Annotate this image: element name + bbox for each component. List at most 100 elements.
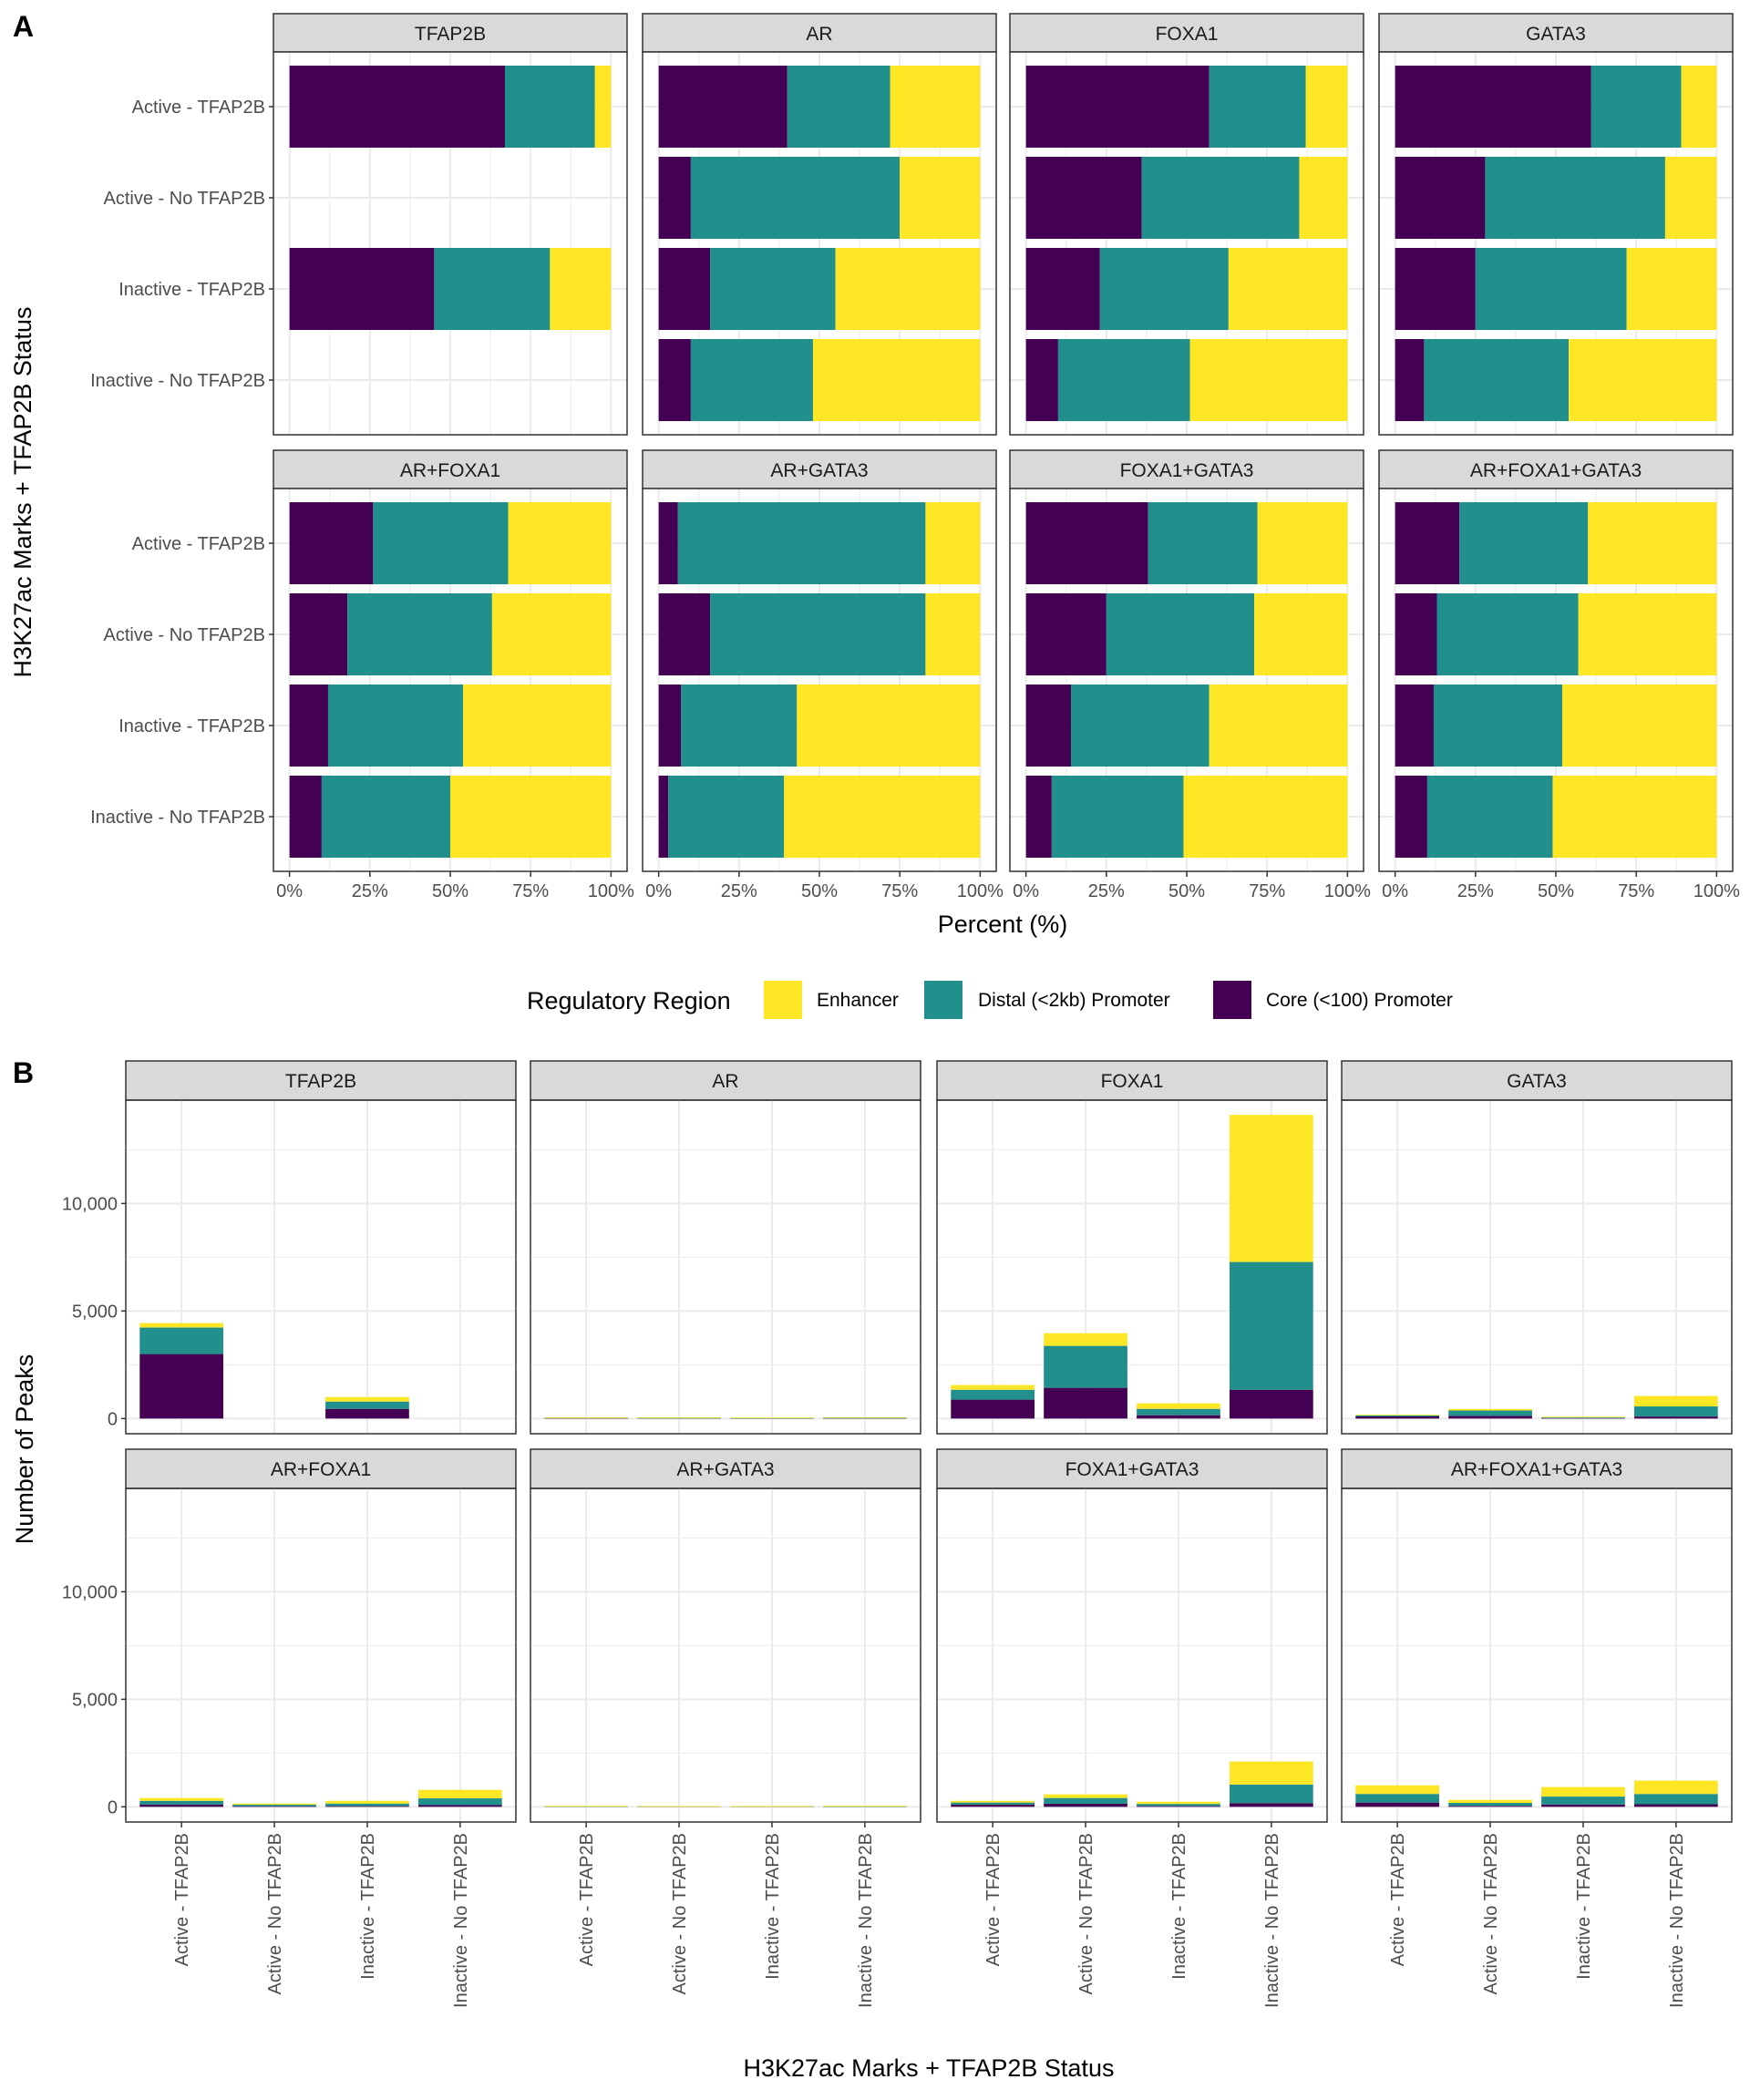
x-tick-label: 75% [881,881,918,901]
bar-core [1448,1415,1532,1419]
bar-enhancer [1541,1416,1625,1418]
x-tick-label: 50% [801,881,838,901]
x-tick-label: Active - TFAP2B [172,1833,192,1966]
bar-core [289,685,328,767]
bar-core [1025,66,1210,148]
bar-core [1395,248,1476,330]
bar-distal [347,593,492,675]
bar-enhancer [325,1800,409,1804]
bar-core [951,1804,1035,1807]
panel-border [1378,51,1734,436]
bar-distal [1448,1410,1532,1416]
bar-enhancer [1681,66,1717,148]
facet-strip [530,1060,921,1101]
legend-key-core [1213,981,1251,1019]
facet-strip [936,1060,1328,1101]
bar-distal [325,1803,409,1807]
bar-distal [418,1798,502,1806]
bar-core [658,66,788,148]
facet-ar-foxa1-gata3: AR+FOXA1+GATA3 0% 25% 50% 75% 100% [1378,449,1740,901]
bar-enhancer [823,1806,907,1807]
bar-distal [787,66,890,148]
bar-core [418,1805,502,1807]
x-tick-label: 25% [352,881,388,901]
y-tick-label: 0 [108,1797,118,1817]
bar-distal [690,339,813,421]
bar-core [1230,1803,1313,1807]
bar-distal [823,1417,907,1419]
legend-label-enhancer: Enhancer [817,990,899,1011]
bar-distal [1044,1797,1127,1804]
bar-core [1025,593,1107,675]
panel-a-y-axis-title: H3K27ac Marks + TFAP2B Status [9,307,36,678]
facet-foxa1-gata3: FOXA1+GATA3 Active - TFAP2B Active - No TF… [936,1448,1328,2008]
x-tick-label: 50% [432,881,468,901]
bar-enhancer [544,1417,628,1418]
bar-enhancer [1541,1786,1625,1797]
facet-strip-label: AR [806,24,832,45]
bar-distal [1071,685,1210,767]
x-tick-label: Active - No TFAP2B [670,1833,690,1994]
bar-enhancer [1448,1408,1532,1411]
bar-core [1634,1416,1718,1419]
bar-distal [668,776,785,858]
bar-core [1230,1389,1313,1419]
y-tick-label: 10,000 [62,1194,118,1214]
facet-ar: AR [530,1060,921,1435]
bar-core [1634,1804,1718,1807]
bar-core [658,248,711,330]
x-tick-label: Active - TFAP2B [983,1833,1004,1966]
facet-strip [1341,1060,1733,1101]
bar-distal [1634,1406,1718,1417]
bar-distal [325,1401,409,1409]
bar-distal [327,685,464,767]
bar-enhancer [925,593,981,675]
facet-strip [125,1060,517,1101]
bar-core [1448,1806,1532,1807]
panel-border [125,1099,517,1435]
x-tick-label: 100% [1693,881,1740,901]
bar-enhancer [1183,776,1348,858]
panel-a: TFAP2B Active - TFAP2B Active - No TFAP2B I… [90,13,1740,901]
bar-core [325,1408,409,1419]
x-tick-label: 75% [1249,881,1285,901]
bar-enhancer [1230,1115,1313,1262]
y-tick-label: Inactive - TFAP2B [118,280,265,300]
x-tick-label: Inactive - No TFAP2B [451,1833,471,2008]
bar-enhancer [835,248,981,330]
x-tick-label: Inactive - TFAP2B [1574,1833,1594,1980]
bar-distal [690,157,901,239]
bar-enhancer [1257,502,1348,584]
panel-b-x-axis-title: H3K27ac Marks + TFAP2B Status [744,2054,1115,2082]
facet-strip-label: FOXA1+GATA3 [1065,1459,1199,1480]
x-tick-label: 100% [588,881,634,901]
bar-enhancer [1209,685,1348,767]
facet-gata3: GATA3 [1378,13,1734,436]
x-tick-label: 50% [1168,881,1205,901]
bar-distal [1541,1796,1625,1805]
bar-enhancer [812,339,981,421]
bar-enhancer [139,1323,223,1328]
facet-foxa1-gata3: FOXA1+GATA3 0% 25% 50% 75% 100% [1009,449,1371,901]
facet-tfap2b: TFAP2B 0 5,000 10,000 [62,1060,517,1435]
facet-ar-foxa1: AR+FOXA1 Active - TFAP2B Active - No TFAP2… [62,1448,517,2008]
panel-border [1341,1099,1733,1435]
bar-enhancer [1626,248,1717,330]
bar-distal [1634,1794,1718,1805]
bar-core [1025,248,1100,330]
x-tick-label: 100% [1324,881,1371,901]
bar-enhancer [730,1806,814,1807]
bar-core [139,1354,223,1419]
facet-strip-label: AR+FOXA1 [271,1459,371,1480]
facet-strip-label: AR+GATA3 [676,1459,774,1480]
facet-ar-foxa1: AR+FOXA1 Active - TFAP2B Active - No TFAP2… [90,449,634,901]
bar-enhancer [890,66,981,148]
y-tick-label: 10,000 [62,1582,118,1602]
bar-core [1541,1804,1625,1807]
legend-title: Regulatory Region [527,987,731,1014]
facet-strip [273,13,628,53]
facet-strip [936,1448,1328,1489]
bar-enhancer [491,593,612,675]
bar-core [1355,1416,1439,1419]
bar-enhancer [1044,1333,1127,1346]
